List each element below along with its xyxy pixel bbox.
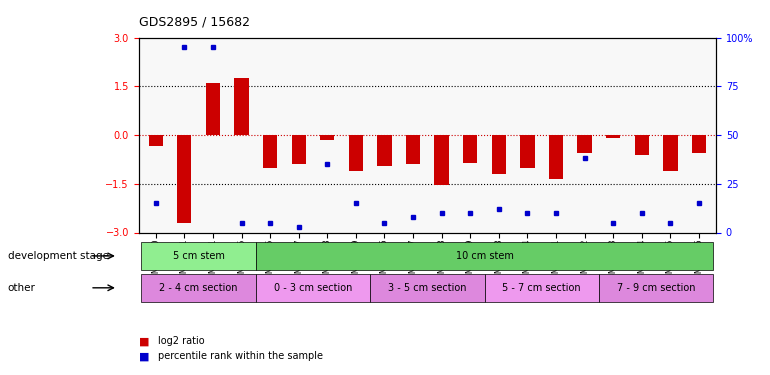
Text: 5 cm stem: 5 cm stem: [172, 251, 225, 261]
Bar: [549, 135, 563, 179]
Text: development stage: development stage: [8, 251, 109, 261]
Text: ■: ■: [139, 336, 149, 346]
Text: 5 - 7 cm section: 5 - 7 cm section: [502, 283, 581, 293]
Text: 10 cm stem: 10 cm stem: [456, 251, 514, 261]
Bar: [663, 135, 678, 171]
Text: GDS2895 / 15682: GDS2895 / 15682: [139, 15, 249, 28]
Bar: [578, 135, 591, 153]
Bar: [263, 135, 277, 168]
Bar: [349, 135, 363, 171]
Text: 0 - 3 cm section: 0 - 3 cm section: [274, 283, 352, 293]
Text: other: other: [8, 283, 35, 293]
Bar: [206, 83, 220, 135]
Bar: [492, 135, 506, 174]
Bar: [234, 78, 249, 135]
Bar: [320, 135, 334, 140]
Bar: [149, 135, 163, 146]
Bar: [377, 135, 392, 166]
Text: ■: ■: [139, 351, 149, 361]
Bar: [606, 135, 621, 138]
Bar: [292, 135, 306, 164]
Bar: [177, 135, 192, 223]
Bar: [521, 135, 534, 168]
Text: 3 - 5 cm section: 3 - 5 cm section: [388, 283, 467, 293]
Bar: [691, 135, 706, 153]
Text: log2 ratio: log2 ratio: [158, 336, 205, 346]
Text: percentile rank within the sample: percentile rank within the sample: [158, 351, 323, 361]
Bar: [434, 135, 449, 185]
Bar: [406, 135, 420, 164]
Bar: [463, 135, 477, 163]
Text: 2 - 4 cm section: 2 - 4 cm section: [159, 283, 238, 293]
Text: 7 - 9 cm section: 7 - 9 cm section: [617, 283, 695, 293]
Bar: [634, 135, 649, 154]
